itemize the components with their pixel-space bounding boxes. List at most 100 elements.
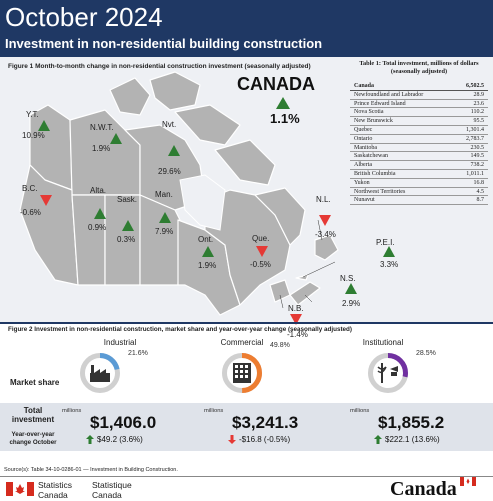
- table-cell-name: British Columbia: [354, 170, 396, 177]
- canada-summary: CANADA: [237, 74, 327, 95]
- table-cell-name: Newfoundland and Labrador: [354, 91, 424, 98]
- region-value-nwt: 1.9%: [92, 144, 111, 153]
- sector-millions-label-commercial: millions: [204, 408, 224, 414]
- table-cell-value: 110.2: [470, 109, 484, 116]
- table-row: New Brunswick 95.5: [350, 117, 488, 126]
- table1: Table 1: Total investment, millions of d…: [350, 60, 488, 206]
- table-cell-value: 149.5: [470, 153, 485, 160]
- map-region-nb: [269, 279, 291, 303]
- region-up-arrow-icon: [168, 145, 180, 156]
- page-subtitle: Investment in non-residential building c…: [5, 36, 323, 51]
- table-cell-name: Manitoba: [354, 144, 377, 151]
- region-label-que: Que.: [252, 234, 270, 243]
- region-down-arrow-icon: [256, 246, 268, 257]
- table-cell-name: Saskatchewan: [354, 153, 388, 160]
- region-up-arrow-icon: [345, 283, 357, 294]
- region-label-bc: B.C.: [22, 184, 38, 193]
- sector-millions-label-institutional: millions: [350, 408, 370, 414]
- region-up-arrow-icon: [94, 208, 106, 219]
- region-value-nl: -3.4%: [315, 230, 336, 239]
- region-up-arrow-icon: [122, 220, 134, 231]
- table-cell-value: 6,502.5: [466, 83, 484, 89]
- table-cell-name: Nunavut: [354, 197, 375, 204]
- map-region-arctic-islands-2: [149, 71, 201, 111]
- statcan-french: Statistique Canada: [92, 480, 132, 500]
- figure1-caption: Figure 1 Month-to-month change in non-re…: [8, 63, 311, 70]
- page-title: October 2024: [5, 2, 163, 32]
- table1-title: Table 1: Total investment, millions of d…: [359, 60, 479, 75]
- sector-share-commercial: 49.8%: [270, 342, 290, 349]
- sector-yoy-institutional: $222.1 (13.6%): [385, 435, 440, 444]
- source-note: Source(s): Table 34-10-0286-01 — Investm…: [4, 467, 178, 473]
- table-row: Nova Scotia 110.2: [350, 108, 488, 118]
- table-cell-name: Quebec: [354, 126, 373, 133]
- statcan-fr-line2: Canada: [92, 489, 122, 500]
- sector-donut-industrial: [80, 353, 120, 393]
- table-cell-name: Nova Scotia: [354, 109, 384, 116]
- totals-band: [0, 403, 493, 451]
- sector-title-industrial: Industrial: [103, 338, 137, 347]
- table-cell-name: Alberta: [354, 162, 372, 169]
- region-up-arrow-icon: [110, 133, 122, 144]
- sector-yoy-commercial: -$16.8 (-0.5%): [239, 435, 291, 444]
- table-cell-value: 2,783.7: [466, 135, 484, 142]
- caduceus-graduation-icon: [377, 363, 398, 383]
- total-investment-label: Total investment: [11, 406, 55, 424]
- statcan-en-line2: Canada: [38, 489, 68, 500]
- statcan-english: Statistics Canada: [38, 480, 73, 500]
- map-region-arctic-islands-3: [174, 104, 241, 146]
- table-cell-name: Canada: [354, 83, 375, 89]
- map-region-labrador: [254, 187, 306, 246]
- region-label-nb: N.B.: [288, 304, 304, 313]
- sector-total-commercial: $3,241.3: [232, 413, 299, 432]
- table-cell-name: Ontario: [354, 135, 373, 142]
- region-value-ns: 2.9%: [342, 299, 361, 308]
- region-label-yt: Y.T.: [26, 110, 39, 119]
- table-row: Ontario 2,783.7: [350, 135, 488, 144]
- table-cell-name: Northwest Territories: [354, 188, 406, 195]
- map-region-arctic-islands: [109, 77, 151, 116]
- figure2-caption: Figure 2 Investment in non-residential c…: [8, 326, 352, 333]
- wordmark-flag-icon: [460, 477, 476, 486]
- region-value-ont: 1.9%: [198, 261, 217, 270]
- region-label-nvt: Nvt.: [162, 120, 177, 129]
- region-label-ont: Ont.: [198, 235, 214, 244]
- table-cell-value: 16.8: [473, 179, 485, 186]
- region-label-nl: N.L.: [316, 195, 331, 204]
- table-cell-value: 4.5: [476, 188, 485, 195]
- donut-share-arc: [80, 353, 120, 393]
- map-region-newfoundland: [314, 234, 339, 261]
- leader-line-ns: [304, 294, 313, 303]
- table-cell-value: 28.9: [473, 91, 485, 98]
- canada-flag-icon: [6, 482, 34, 496]
- region-label-alta: Alta.: [90, 186, 107, 195]
- table-row: Nunavut 8.7: [350, 196, 488, 206]
- table-cell-value: 1,301.4: [466, 126, 484, 133]
- footer-divider: [0, 476, 493, 477]
- table-row: Canada 6,502.5: [350, 82, 488, 91]
- sector-millions-label-industrial: millions: [62, 408, 82, 414]
- region-label-sask: Sask.: [117, 195, 138, 204]
- sector-donut-institutional: [368, 353, 408, 393]
- table-row: Quebec 1,301.4: [350, 126, 488, 135]
- table-cell-value: 95.5: [473, 118, 485, 125]
- donut-share-arc: [368, 353, 408, 393]
- sector-title-institutional: Institutional: [362, 338, 404, 347]
- region-down-arrow-icon: [40, 195, 52, 206]
- table-cell-name: Yukon: [354, 179, 370, 186]
- region-value-alta: 0.9%: [88, 223, 107, 232]
- table-cell-value: 738.2: [470, 162, 485, 169]
- donut-share-arc: [222, 353, 262, 393]
- table-row: Northwest Territories 4.5: [350, 188, 488, 197]
- leader-line-nb: [279, 294, 284, 309]
- table-cell-value: 230.5: [470, 144, 485, 151]
- region-value-nb: -1.4%: [287, 330, 308, 339]
- statcan-en-line1: Statistics: [38, 480, 73, 490]
- donut-center: [375, 360, 401, 386]
- region-label-ns: N.S.: [340, 274, 356, 283]
- canada-wordmark: Canada: [390, 478, 457, 501]
- map-region-baffin: [214, 139, 276, 186]
- table1-rows: Canada 6,502.5 Newfoundland and Labrador 28…: [350, 82, 488, 206]
- sector-total-institutional: $1,855.2: [378, 413, 445, 432]
- table-row: Prince Edward Island 23.6: [350, 100, 488, 109]
